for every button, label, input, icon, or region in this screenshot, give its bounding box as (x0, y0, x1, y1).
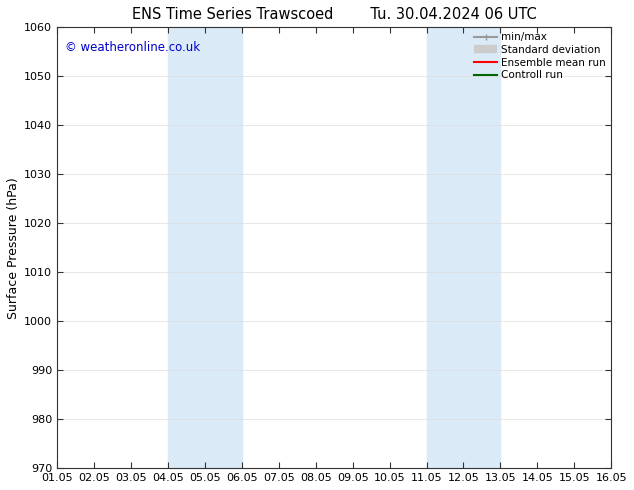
Y-axis label: Surface Pressure (hPa): Surface Pressure (hPa) (7, 177, 20, 318)
Bar (168, 27, 242, 468)
Title: ENS Time Series Trawscoed        Tu. 30.04.2024 06 UTC: ENS Time Series Trawscoed Tu. 30.04.2024… (132, 7, 536, 22)
Bar (427, 27, 500, 468)
Legend: min/max, Standard deviation, Ensemble mean run, Controll run: min/max, Standard deviation, Ensemble me… (472, 30, 608, 82)
Text: © weatheronline.co.uk: © weatheronline.co.uk (65, 41, 200, 53)
